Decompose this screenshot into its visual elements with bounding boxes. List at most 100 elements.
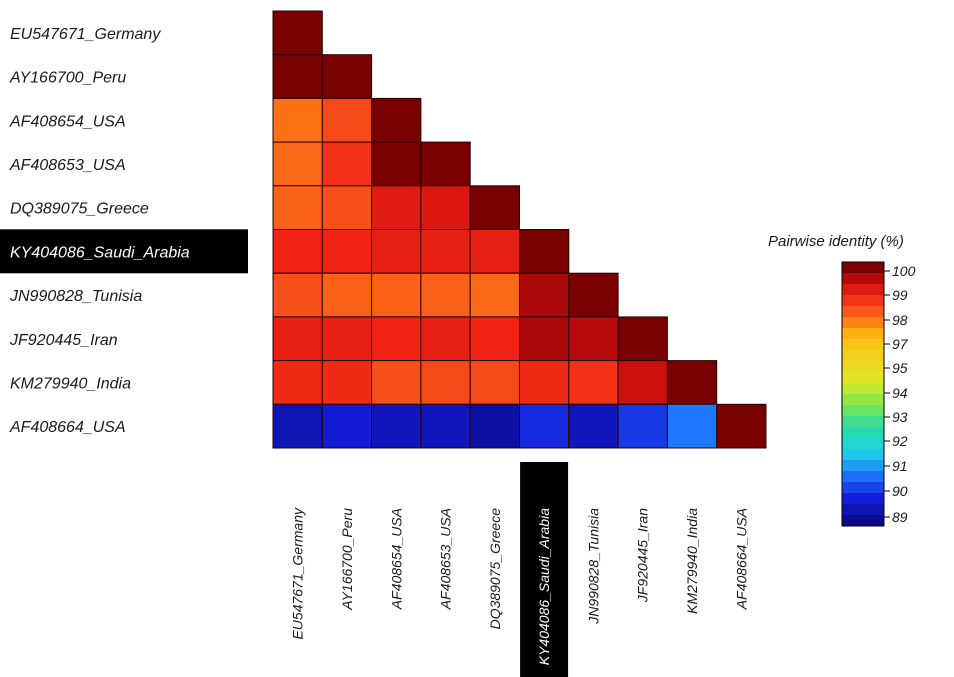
legend-swatch [842, 383, 884, 394]
heatmap-cell [371, 141, 422, 187]
heatmap-cell [716, 403, 767, 449]
legend-tick-label: 98 [892, 312, 908, 328]
row-label-highlight [0, 229, 248, 274]
heatmap-cell [617, 360, 668, 405]
row-labels: EU547671_Germany AY166700_Peru AF408654_US… [0, 26, 248, 436]
legend-swatch [842, 372, 884, 383]
legend-swatch [842, 460, 884, 471]
heatmap-cell [469, 272, 521, 318]
heatmap-cell [519, 403, 570, 449]
heatmap-cell [420, 185, 471, 231]
legend-tick-label: 92 [892, 433, 908, 449]
color-legend: Pairwise identity (%) 100 99 98 97 95 94 93 92 9… [768, 233, 916, 527]
heatmap-cell [420, 272, 471, 318]
heatmap-cell [617, 316, 668, 362]
heatmap-cell [666, 403, 718, 449]
legend-swatch [842, 471, 884, 482]
column-label-km279940-india: KM279940_India [684, 508, 700, 614]
heatmap-cell [420, 229, 471, 274]
legend-swatch [842, 339, 884, 350]
heatmap-cell [371, 229, 422, 274]
legend-swatch [842, 515, 884, 526]
heatmap-cell [272, 360, 323, 405]
heatmap-cells [272, 10, 767, 449]
heatmap-cell [272, 229, 323, 274]
heatmap-cell [469, 185, 521, 231]
legend-tick-label: 97 [892, 336, 909, 352]
heatmap-cell [371, 185, 422, 231]
legend-swatch [842, 416, 884, 427]
legend-swatch [842, 405, 884, 416]
legend-swatch [842, 482, 884, 493]
legend-swatch [842, 394, 884, 405]
heatmap-cell [420, 360, 471, 405]
heatmap-cell [469, 360, 521, 405]
legend-swatch [842, 295, 884, 306]
heatmap-cell [469, 316, 521, 362]
legend-frame [841, 261, 885, 527]
row-label-jn990828-tunisia: JN990828_Tunisia [9, 288, 142, 305]
legend-tick-label: 99 [892, 287, 908, 303]
legend-swatch [842, 361, 884, 372]
heatmap-cell [420, 141, 471, 187]
heatmap-cell [371, 272, 422, 318]
legend-swatch [842, 427, 884, 438]
heatmap-cell [321, 316, 373, 362]
heatmap-cell [321, 229, 373, 274]
heatmap-cell [321, 141, 373, 187]
heatmap-cell [272, 316, 323, 362]
heatmap-cell [321, 272, 373, 318]
legend-swatch [842, 284, 884, 295]
row-label-ay166700-peru: AY166700_Peru [9, 70, 126, 87]
heatmap-cell [371, 360, 422, 405]
legend-swatch [842, 317, 884, 328]
column-label-af408664-usa: AF408664_USA [733, 508, 749, 610]
heatmap-cell [568, 403, 619, 449]
row-label-jf920445-iran: JF920445_Iran [9, 332, 118, 349]
legend-ticks: 100 99 98 97 95 94 93 92 91 90 89 [884, 263, 916, 525]
legend-swatch [842, 504, 884, 515]
column-label-eu547671-germany: EU547671_Germany [290, 507, 306, 640]
legend-tick-label: 95 [892, 360, 908, 376]
heatmap-cell [272, 185, 323, 231]
heatmap-cell [321, 403, 373, 449]
legend-title: Pairwise identity (%) [768, 233, 904, 250]
row-label-af408664-usa: AF408664_USA [9, 419, 126, 436]
column-labels: EU547671_Germany AY166700_Peru AF408654_US… [290, 462, 749, 677]
column-label-jf920445-iran: JF920445_Iran [635, 508, 651, 603]
column-label-ky404086-saudi-arabia: KY404086_Saudi_Arabia [536, 508, 552, 665]
row-label-eu547671-germany: EU547671_Germany [10, 26, 161, 43]
heatmap-cell [272, 10, 323, 56]
heatmap-cell [420, 403, 471, 449]
legend-swatch [842, 449, 884, 460]
heatmap-cell [469, 229, 521, 274]
legend-swatch [842, 306, 884, 317]
legend-tick-label: 94 [892, 385, 908, 401]
heatmap-cell [272, 403, 323, 449]
heatmap-cell [519, 360, 570, 405]
column-label-highlight [520, 462, 569, 677]
row-label-dq389075-greece: DQ389075_Greece [10, 201, 149, 218]
legend-tick-label: 93 [892, 409, 908, 425]
legend-swatch [842, 350, 884, 361]
row-label-km279940-india: KM279940_India [10, 376, 131, 393]
heatmap-cell [371, 97, 422, 143]
row-label-af408653-usa: AF408653_USA [9, 157, 126, 174]
legend-tick-label: 90 [892, 483, 908, 499]
column-label-jn990828-tunisia: JN990828_Tunisia [585, 508, 601, 625]
column-label-af408653-usa: AF408653_USA [438, 508, 454, 610]
legend-swatch [842, 438, 884, 449]
legend-swatch [842, 493, 884, 504]
column-label-ay166700-peru: AY166700_Peru [339, 508, 355, 611]
legend-swatch [842, 328, 884, 339]
legend-tick-label: 89 [892, 509, 908, 525]
heatmap-cell [519, 229, 570, 274]
legend-tick-label: 100 [892, 263, 916, 279]
row-label-ky404086-saudi-arabia: KY404086_Saudi_Arabia [10, 244, 190, 261]
heatmap-cell [272, 141, 323, 187]
heatmap-cell [371, 403, 422, 449]
legend-color-bar [841, 261, 885, 527]
heatmap-cell [321, 185, 373, 231]
legend-swatch [842, 262, 884, 273]
